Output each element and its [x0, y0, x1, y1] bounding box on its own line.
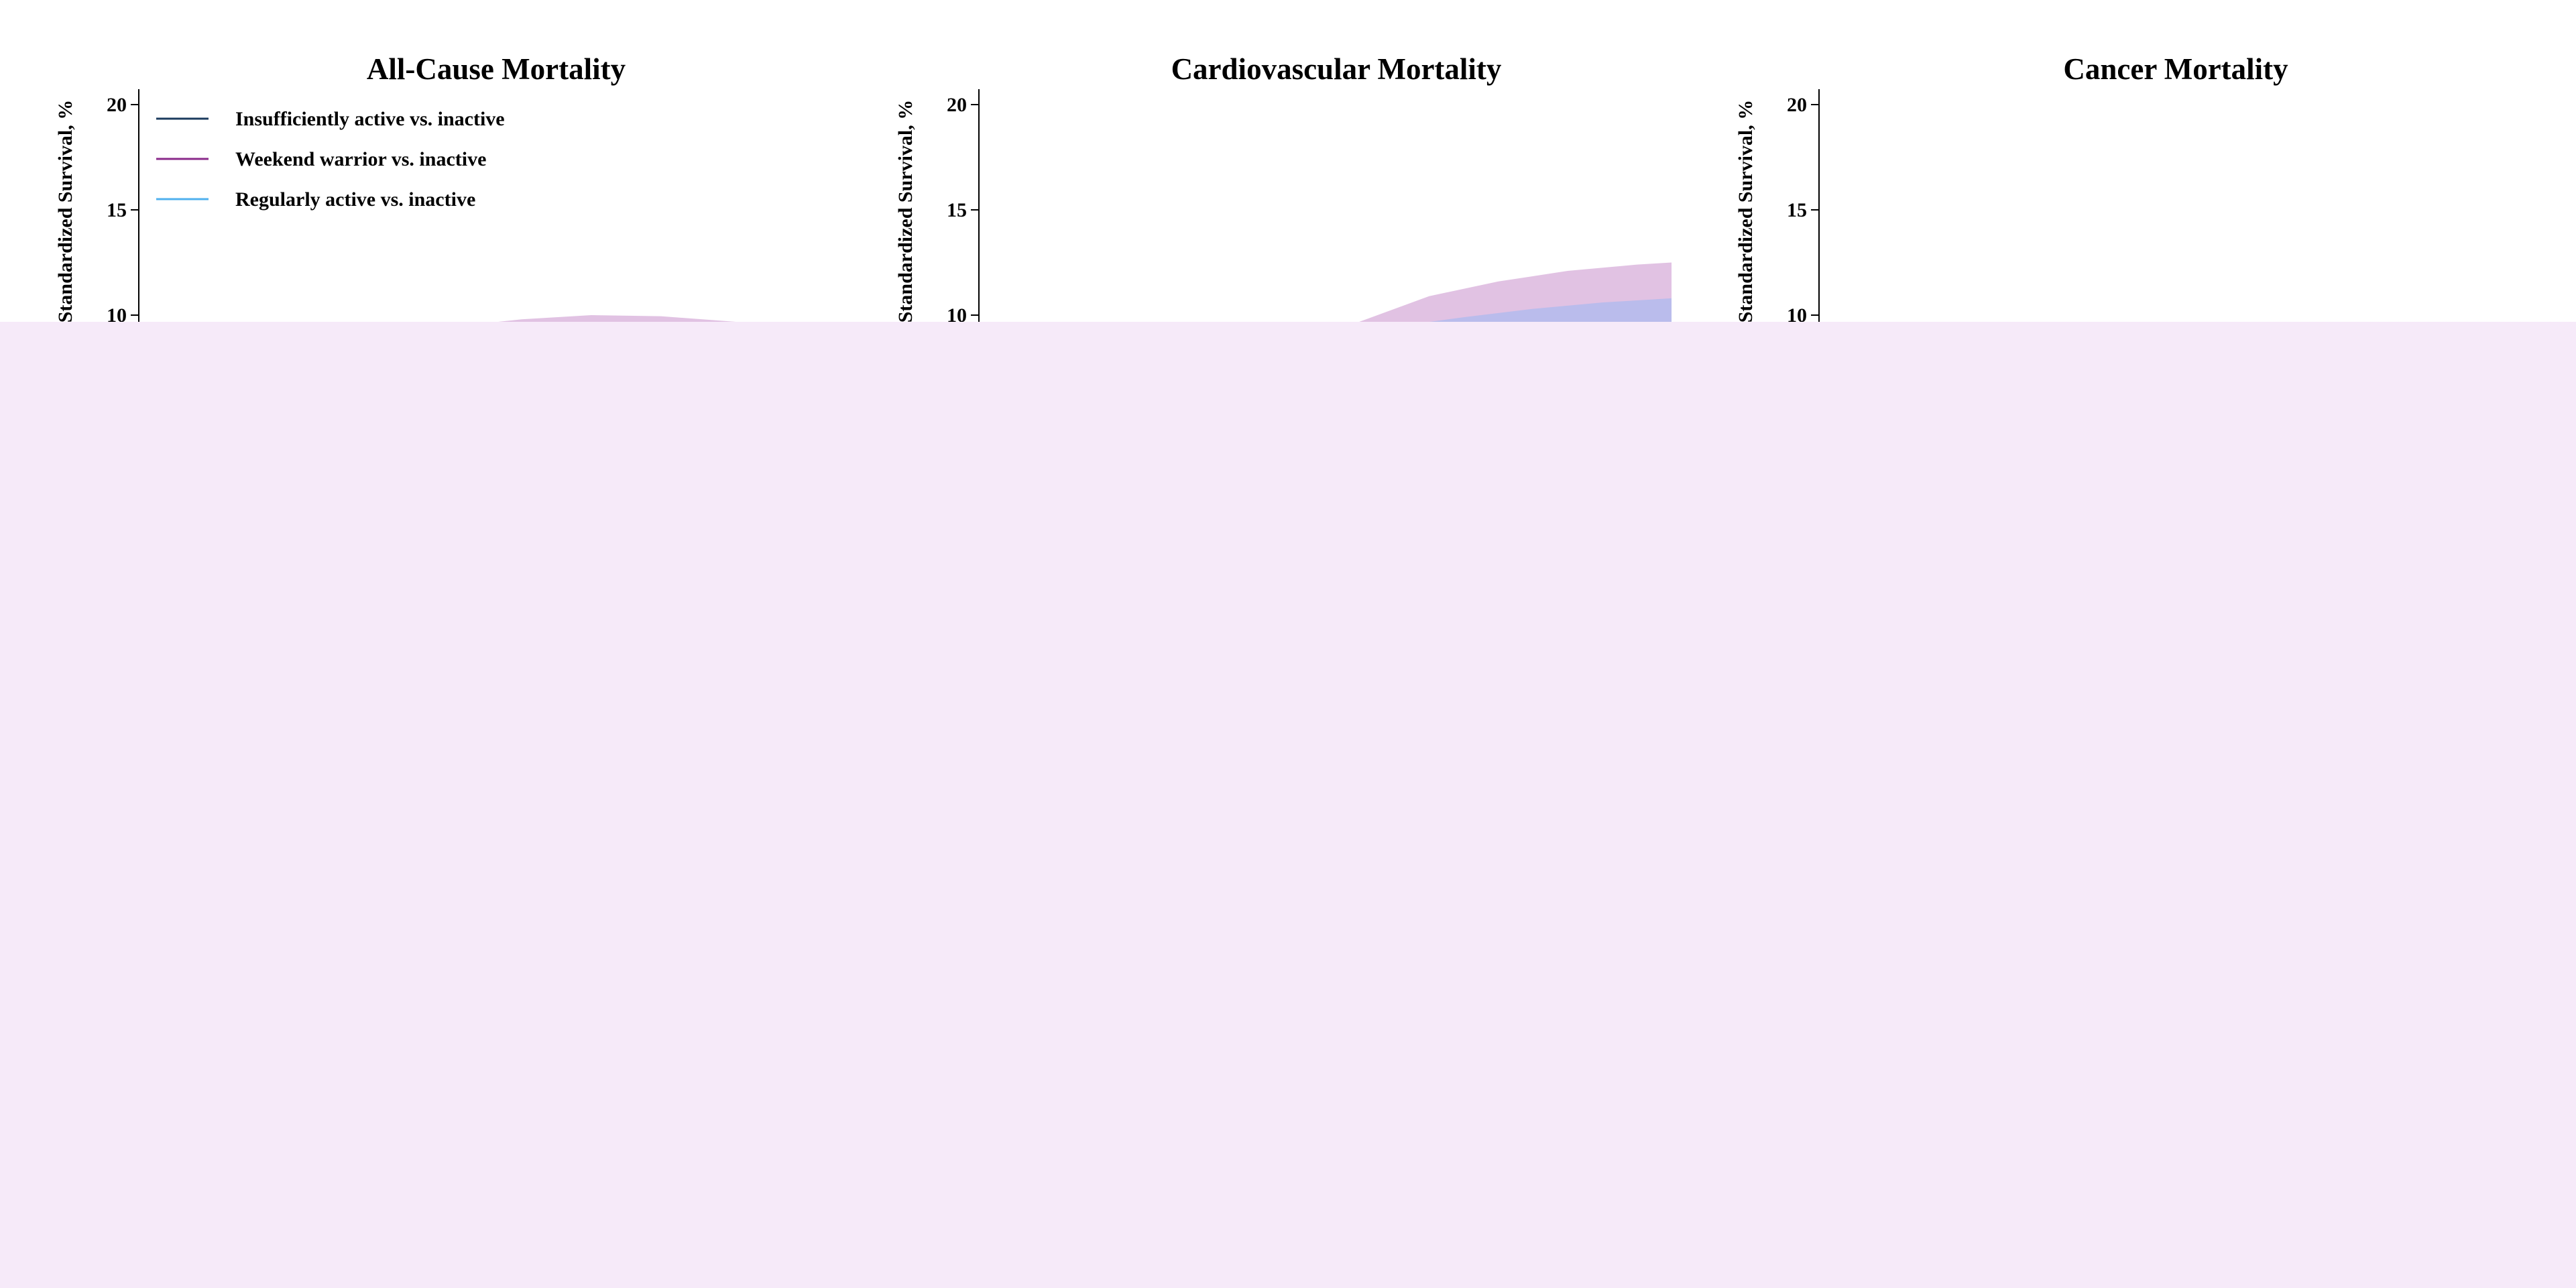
chart-title: Cancer Mortality — [2063, 52, 2288, 86]
legend-label: Weekend warrior vs. inactive — [235, 148, 486, 170]
y-axis-label: Standardized Survival, % — [1735, 100, 1757, 323]
y-tick-label: 15 — [107, 199, 127, 221]
chart-title: All-Cause Mortality — [367, 52, 626, 86]
y-tick-label: 15 — [947, 199, 967, 221]
y-axis-label: Standardized Survival, % — [894, 100, 917, 323]
chart-title: Cardiovascular Mortality — [1171, 52, 1502, 86]
legend-label: Regularly active vs. inactive — [235, 188, 475, 211]
y-axis-label: Standardized Survival, % — [54, 100, 76, 323]
legend-label: Insufficiently active vs. inactive — [235, 108, 505, 130]
y-tick-label: 20 — [107, 94, 127, 116]
y-tick-label: 15 — [1787, 199, 1807, 221]
y-tick-label: 20 — [1787, 94, 1807, 116]
y-tick-label: 20 — [947, 94, 967, 116]
overlay-panel — [0, 322, 2576, 1288]
